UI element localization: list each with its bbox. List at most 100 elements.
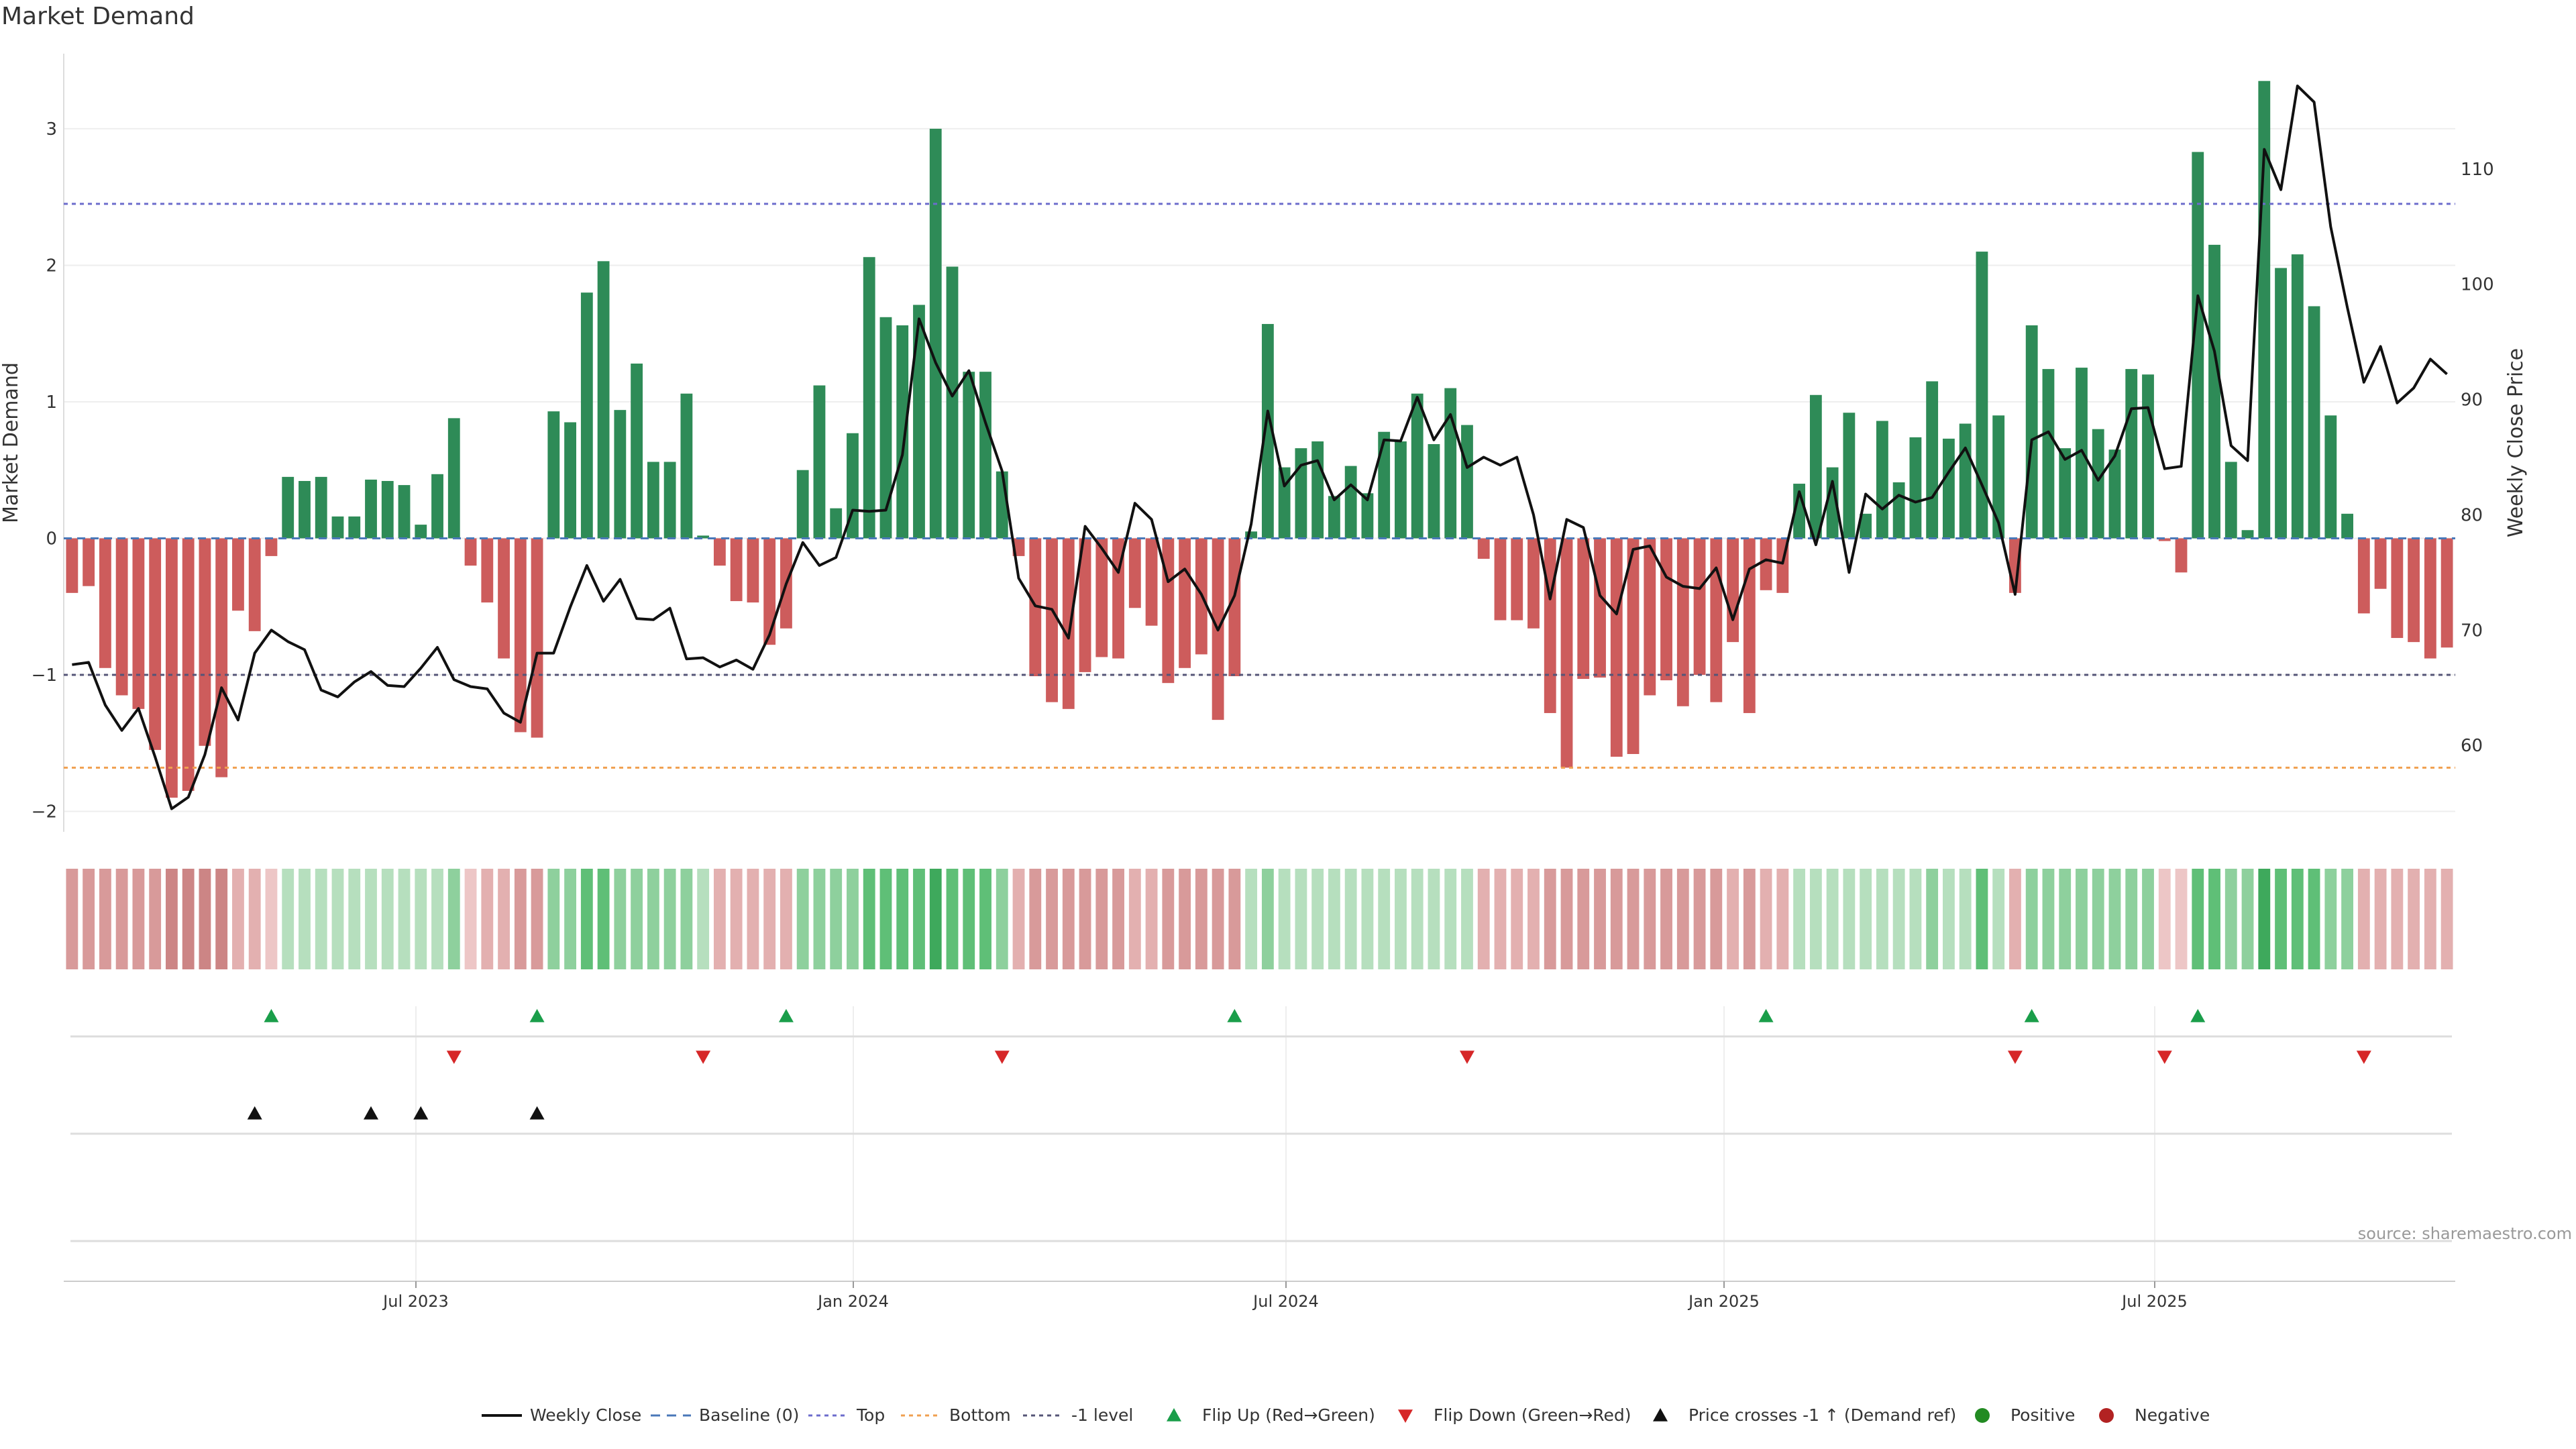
legend-label-minus1: -1 level: [1071, 1405, 1133, 1425]
heat-cell: [663, 869, 676, 969]
positive-bar: [1245, 531, 1258, 539]
positive-bar: [2125, 369, 2138, 539]
negative-bar: [1610, 538, 1623, 757]
heat-cell: [481, 869, 494, 969]
negative-bar: [498, 538, 510, 659]
positive-bar: [663, 462, 676, 539]
heat-cell: [265, 869, 278, 969]
heat-cell: [115, 869, 128, 969]
heat-cell: [614, 869, 627, 969]
heat-cell: [381, 869, 394, 969]
heat-cell: [1776, 869, 1789, 969]
positive-bar: [2208, 244, 2220, 539]
negative-bar: [481, 538, 494, 603]
y2-tick-label: 80: [2461, 505, 2483, 525]
x-tick-label: Jul 2025: [2121, 1292, 2188, 1311]
positive-bar: [796, 470, 809, 539]
heat-cell: [1195, 869, 1208, 969]
legend-item-weekly_close: Weekly Close: [482, 1405, 641, 1425]
legend-swatch-positive: [1975, 1408, 1990, 1423]
positive-bar: [2341, 513, 2353, 539]
heat-cell: [2158, 869, 2171, 969]
heat-cell: [1311, 869, 1324, 969]
heat-cell: [1295, 869, 1307, 969]
positive-bar: [1926, 381, 1939, 539]
negative-bar: [166, 538, 178, 798]
positive-bar: [2224, 462, 2237, 539]
heat-cell: [1926, 869, 1939, 969]
positive-bar: [415, 525, 427, 539]
negative-bar: [1095, 538, 1108, 657]
positive-bar: [929, 128, 942, 539]
y-tick-label: 1: [46, 392, 57, 413]
negative-bar: [1062, 538, 1075, 709]
heat-cell: [830, 869, 843, 969]
flip-down-marker: [696, 1051, 711, 1064]
heat-cell: [2424, 869, 2436, 969]
heat-cell: [1395, 869, 1407, 969]
y-tick-label: 2: [46, 256, 57, 276]
heat-cell: [447, 869, 460, 969]
heat-cell: [348, 869, 361, 969]
heat-cell: [2125, 869, 2138, 969]
flip-down-marker: [2356, 1051, 2371, 1064]
heat-cell: [66, 869, 78, 969]
flip-down-marker: [446, 1051, 462, 1064]
flip-down-marker: [1459, 1051, 1474, 1064]
heat-cell: [149, 869, 162, 969]
heat-cell: [1727, 869, 1739, 969]
heat-cell: [730, 869, 743, 969]
positive-bar: [398, 485, 411, 539]
positive-bar: [2108, 449, 2121, 539]
heat-cell: [1976, 869, 1988, 969]
heat-cell: [182, 869, 195, 969]
negative-bar: [2440, 538, 2453, 648]
heat-cell: [2076, 869, 2088, 969]
positive-bar: [1992, 415, 2005, 539]
heat-cell: [1992, 869, 2005, 969]
negative-bar: [1046, 538, 1058, 702]
negative-bar: [464, 538, 477, 566]
heat-cell: [1560, 869, 1573, 969]
heat-cell: [1710, 869, 1723, 969]
heat-cell: [415, 869, 427, 969]
y2-axis-label: Weekly Close Price: [2504, 348, 2528, 537]
heat-cell: [2357, 869, 2370, 969]
legend-item-flip_down: Flip Down (Green→Red): [1398, 1405, 1631, 1425]
flip-down-marker: [2157, 1051, 2172, 1064]
positive-bar: [1361, 493, 1374, 539]
positive-bar: [1428, 444, 1440, 539]
positive-bar: [913, 305, 925, 539]
heat-cell: [896, 869, 909, 969]
heat-cell: [680, 869, 693, 969]
positive-bar: [1909, 437, 1922, 539]
legend-label-weekly_close: Weekly Close: [530, 1405, 641, 1425]
positive-bar: [381, 480, 394, 539]
source-label: source: sharemaestro.com: [2357, 1224, 2572, 1243]
positive-bar: [2275, 268, 2287, 539]
legend-item-baseline: Baseline (0): [651, 1405, 799, 1425]
positive-bar: [647, 462, 659, 539]
positive-bar: [614, 410, 627, 539]
heat-cell: [2374, 869, 2387, 969]
heat-cell: [929, 869, 942, 969]
positive-bar: [1395, 441, 1407, 539]
heat-cell: [1062, 869, 1075, 969]
heat-cell: [2324, 869, 2337, 969]
positive-bar: [631, 363, 643, 539]
chart-title: Market Demand: [1, 3, 195, 30]
heat-cell: [1212, 869, 1224, 969]
heat-cell: [2258, 869, 2271, 969]
heat-cell: [1760, 869, 1772, 969]
heat-cell: [331, 869, 344, 969]
legend-label-positive: Positive: [2010, 1405, 2075, 1425]
heat-cell: [2092, 869, 2104, 969]
heat-cell: [847, 869, 859, 969]
legend-swatch-negative: [2099, 1408, 2114, 1423]
heat-cell: [1361, 869, 1374, 969]
heat-cell: [1809, 869, 1822, 969]
heat-cell: [1527, 869, 1540, 969]
positive-bar: [1344, 466, 1357, 539]
heat-cell: [1278, 869, 1291, 969]
